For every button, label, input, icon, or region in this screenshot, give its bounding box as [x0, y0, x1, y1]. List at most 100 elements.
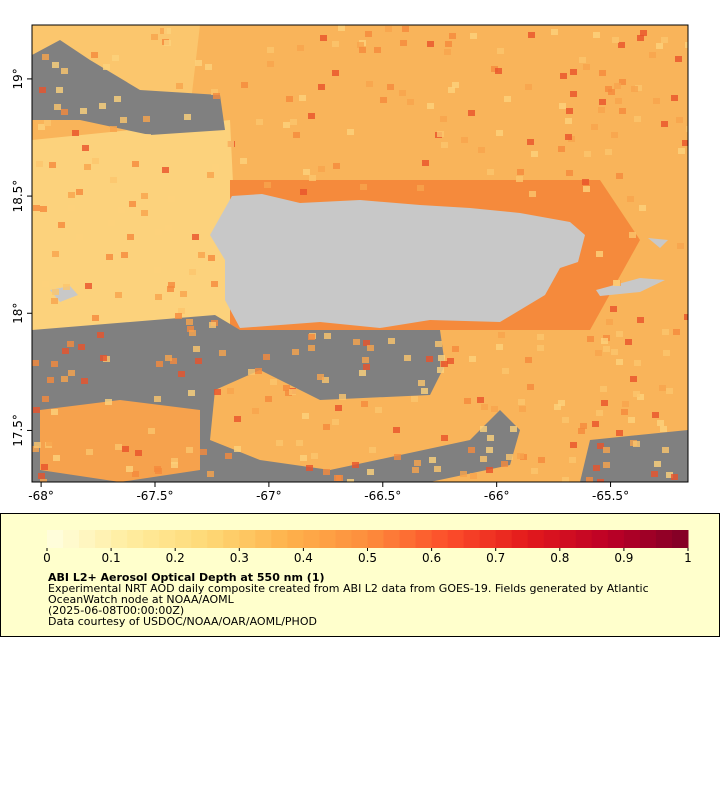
texture-cell [115, 444, 122, 450]
texture-cell [582, 179, 589, 185]
texture-cell [676, 117, 683, 123]
texture-cell [495, 68, 502, 74]
colorbar-cell [623, 530, 641, 548]
y-tick-label: 18° [11, 303, 25, 324]
texture-cell [622, 401, 629, 407]
texture-cell [449, 33, 456, 39]
texture-cell [477, 397, 484, 403]
texture-cell [560, 73, 567, 79]
texture-cell [601, 338, 608, 344]
texture-cell [407, 99, 414, 105]
texture-cell [562, 477, 569, 482]
texture-cell [417, 185, 424, 191]
texture-cell [630, 376, 637, 382]
no-data [580, 430, 688, 482]
texture-cell [470, 33, 477, 39]
texture-cell [570, 91, 577, 97]
texture-cell [49, 162, 56, 168]
texture-cell [634, 360, 641, 366]
colorbar-cell [351, 530, 368, 548]
texture-cell [610, 306, 617, 312]
texture-cell [168, 282, 175, 288]
texture-cell [613, 280, 620, 286]
texture-cell [570, 442, 577, 448]
texture-cell [51, 298, 58, 304]
texture-cell [188, 390, 195, 396]
texture-cell [143, 116, 150, 122]
texture-cell [374, 47, 381, 53]
texture-cell [651, 471, 658, 477]
texture-cell [619, 108, 626, 114]
texture-cell [393, 427, 400, 433]
texture-cell [566, 108, 573, 114]
texture-cell [147, 78, 154, 84]
texture-cell [299, 95, 306, 101]
texture-cell [527, 384, 534, 390]
texture-cell [61, 109, 68, 115]
texture-cell [525, 357, 532, 363]
texture-cell [468, 447, 475, 453]
texture-cell [652, 412, 659, 418]
texture-cell [491, 66, 498, 72]
texture-cell [155, 229, 162, 235]
x-tick-label: -68° [28, 489, 54, 503]
texture-cell [380, 97, 387, 103]
texture-cell [583, 64, 590, 70]
texture-cell [649, 52, 656, 58]
colorbar-cell [63, 530, 80, 548]
texture-cell [593, 465, 600, 471]
texture-cell [68, 205, 75, 211]
colorbar-tick-label: 0 [43, 551, 51, 565]
texture-cell [38, 124, 45, 130]
texture-cell [332, 419, 339, 425]
texture-cell [122, 446, 129, 452]
texture-cell [154, 267, 161, 273]
texture-cell [614, 83, 621, 89]
texture-cell [61, 376, 68, 382]
texture-cell [51, 361, 58, 367]
texture-cell [486, 447, 493, 453]
texture-cell [359, 370, 366, 376]
texture-cell [36, 214, 43, 220]
colorbar-cell [607, 530, 625, 548]
colorbar-tick-label: 0.7 [486, 551, 505, 565]
texture-cell [597, 479, 604, 482]
texture-cell [234, 446, 241, 452]
texture-cell [487, 169, 494, 175]
texture-cell [606, 319, 613, 325]
texture-cell [387, 84, 394, 90]
x-tick-label: -67.5° [136, 489, 173, 503]
texture-cell [187, 326, 194, 332]
texture-cell [148, 428, 155, 434]
texture-cell [332, 41, 339, 47]
texture-cell [363, 340, 370, 346]
texture-cell [39, 87, 46, 93]
texture-cell [267, 61, 274, 67]
texture-cell [558, 400, 565, 406]
texture-cell [616, 331, 623, 337]
colorbar-cell [447, 530, 465, 548]
texture-cell [427, 41, 434, 47]
texture-cell [76, 189, 83, 195]
texture-cell [51, 409, 58, 415]
texture-cell [290, 119, 297, 125]
texture-cell [205, 64, 212, 70]
texture-cell [579, 57, 586, 63]
texture-cell [42, 281, 49, 287]
colorbar-tick-label: 0.2 [166, 551, 185, 565]
colorbar-cell [511, 530, 529, 548]
texture-cell [608, 89, 615, 95]
texture-cell [686, 126, 688, 132]
texture-cell [241, 82, 248, 88]
texture-cell [211, 281, 218, 287]
texture-cell [518, 399, 525, 405]
texture-cell [126, 466, 133, 472]
texture-cell [452, 82, 459, 88]
texture-cell [615, 98, 622, 104]
colorbar-cell [367, 530, 385, 548]
texture-cell [653, 98, 660, 104]
texture-cell [586, 477, 593, 482]
texture-cell [565, 118, 572, 124]
texture-cell [660, 426, 667, 432]
texture-cell [164, 28, 171, 34]
